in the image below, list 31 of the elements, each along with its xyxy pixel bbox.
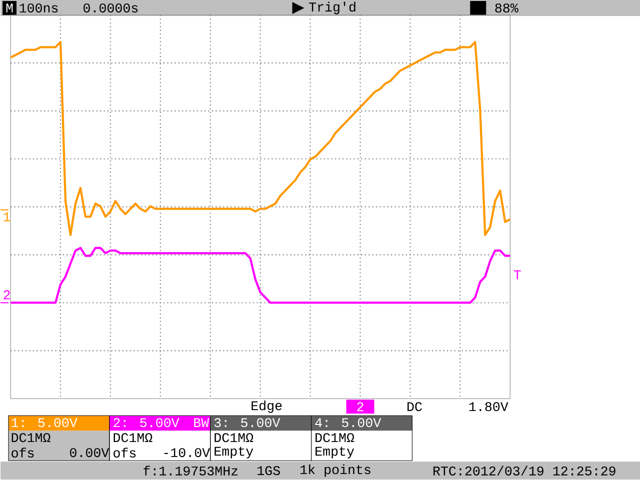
text: f:1.19753MHz [144,466,238,476]
text: 88% [495,4,518,13]
text: 2: 5.00V [114,418,180,428]
text: 2 [357,402,364,412]
text: 3: 5.00V [214,418,280,428]
text: T [514,270,521,280]
text: 100ns [20,4,58,13]
text: 1k points [300,464,370,478]
text: Empty [316,446,354,459]
text: 2 [4,290,10,300]
text: 0.0000s [84,4,138,13]
text: 1.80V [469,402,508,412]
text: DC1MΩ [214,433,254,442]
text: Edge [252,400,282,414]
text: DC1MΩ [114,433,152,442]
text: BW [194,418,210,428]
text: ofs [12,448,34,458]
text: 1 [4,212,10,222]
text: 1: 5.00V [12,418,78,428]
text: DC1MΩ [12,433,50,442]
text: DC1MΩ [316,433,354,442]
text: DC [408,402,422,412]
text: M [6,4,13,13]
text: RTC:2012/03/19 12:25:29 [433,466,616,476]
text: Trig'd [309,2,356,14]
text: -10.0V [164,448,210,458]
text: 4: 5.00V [315,418,382,428]
text: Empty [214,446,254,459]
text: 1GS [258,466,280,476]
text: ofs [114,448,136,458]
text: 0.00V [70,448,110,458]
